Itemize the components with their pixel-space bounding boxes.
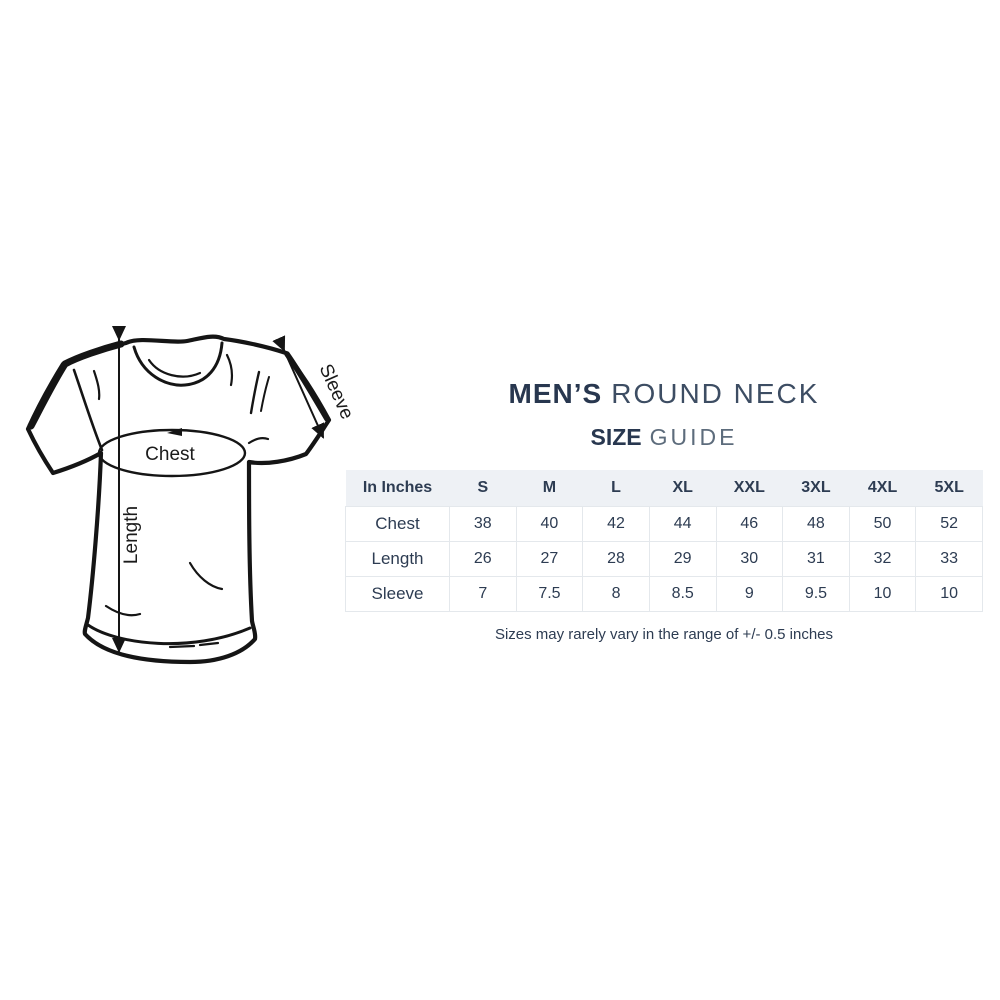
page-title-bold: MEN’S xyxy=(508,378,603,409)
shoulder-accent-left xyxy=(27,340,125,430)
chest-arrowhead xyxy=(167,428,182,436)
subtitle-light: GUIDE xyxy=(649,424,738,450)
table-row-sleeve: Sleeve 7 7.5 8 8.5 9 9.5 10 10 xyxy=(345,576,983,612)
row-label-length: Length xyxy=(345,541,450,577)
cell-sleeve-l: 8 xyxy=(582,576,650,612)
tshirt-diagram: Chest Length Sleeve xyxy=(22,322,356,692)
cell-length-4xl: 32 xyxy=(848,541,917,577)
collar-inner-line xyxy=(132,341,224,387)
cell-length-xxl: 30 xyxy=(715,541,784,577)
page-title-light: ROUND NECK xyxy=(611,378,820,409)
cell-sleeve-s: 7 xyxy=(449,576,517,612)
cell-length-l: 28 xyxy=(582,541,650,577)
chest-wrinkle-left xyxy=(92,369,101,401)
cell-sleeve-m: 7.5 xyxy=(515,576,584,612)
cell-length-xl: 29 xyxy=(648,541,717,577)
underarm-wrinkle-right xyxy=(247,437,270,445)
cell-sleeve-4xl: 10 xyxy=(848,576,917,612)
collar-fold-line xyxy=(225,353,234,387)
cell-chest-xxl: 46 xyxy=(715,506,784,542)
cell-chest-xl: 44 xyxy=(648,506,717,542)
header-cell-xl: XL xyxy=(649,470,716,507)
cell-sleeve-xxl: 9 xyxy=(715,576,784,612)
header-cell-xxl: XXL xyxy=(716,470,783,507)
table-header-row: In Inches S M L XL XXL 3XL 4XL 5XL xyxy=(345,470,983,507)
cell-chest-m: 40 xyxy=(515,506,584,542)
cell-length-m: 27 xyxy=(515,541,584,577)
cell-chest-5xl: 52 xyxy=(915,506,983,542)
page-title: MEN’S ROUND NECK xyxy=(345,378,983,410)
chest-ellipse xyxy=(97,428,247,478)
collar-band-line xyxy=(147,358,202,378)
cell-chest-4xl: 50 xyxy=(848,506,917,542)
cell-sleeve-xl: 8.5 xyxy=(648,576,717,612)
armhole-seam-right xyxy=(249,370,261,415)
row-label-sleeve: Sleeve xyxy=(345,576,450,612)
cell-length-5xl: 33 xyxy=(915,541,983,577)
cell-chest-3xl: 48 xyxy=(782,506,850,542)
cell-length-s: 26 xyxy=(449,541,517,577)
header-cell-4xl: 4XL xyxy=(849,470,916,507)
table-row-chest: Chest 38 40 42 44 46 48 50 52 xyxy=(345,506,983,542)
armhole-seam-left xyxy=(72,368,104,452)
header-cell-5xl: 5XL xyxy=(915,470,983,507)
size-guide-subtitle: SIZE GUIDE xyxy=(345,424,983,451)
header-cell-in-inches: In Inches xyxy=(345,470,450,507)
subtitle-bold: SIZE xyxy=(590,424,642,450)
cell-chest-l: 42 xyxy=(582,506,650,542)
chest-label: Chest xyxy=(145,444,195,465)
sleeve-arrow xyxy=(272,335,325,439)
tshirt-svg: Chest Length Sleeve xyxy=(25,326,356,665)
footnote: Sizes may rarely vary in the range of +/… xyxy=(494,626,834,643)
table-row-length: Length 26 27 28 29 30 31 32 33 xyxy=(345,541,983,577)
header-cell-l: L xyxy=(582,470,650,507)
cell-chest-s: 38 xyxy=(449,506,517,542)
cell-sleeve-5xl: 10 xyxy=(915,576,983,612)
body-wrinkle-right xyxy=(188,561,224,591)
size-table: In Inches S M L XL XXL 3XL 4XL 5XL Chest… xyxy=(345,470,983,612)
armhole-seam-right-2 xyxy=(260,376,270,412)
hem-stitch-1 xyxy=(168,644,196,649)
header-cell-m: M xyxy=(516,470,583,507)
row-label-chest: Chest xyxy=(345,506,450,542)
hem-line xyxy=(86,623,252,646)
header-cell-s: S xyxy=(449,470,517,507)
header-cell-3xl: 3XL xyxy=(782,470,850,507)
length-label: Length xyxy=(121,506,142,564)
hem-stitch-2 xyxy=(198,641,220,647)
cell-length-3xl: 31 xyxy=(782,541,850,577)
cell-sleeve-3xl: 9.5 xyxy=(782,576,850,612)
